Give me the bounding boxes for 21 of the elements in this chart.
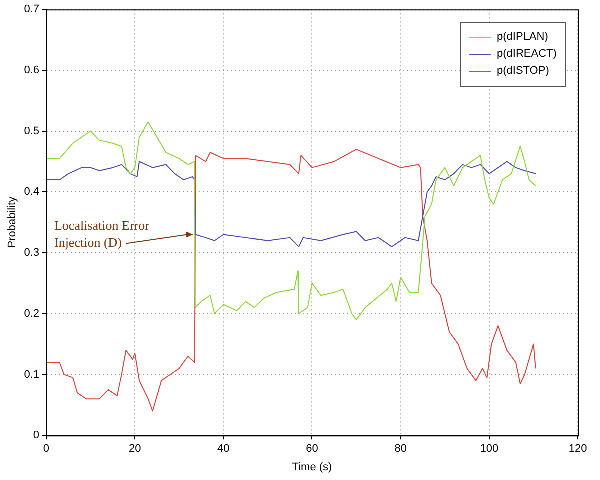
y-tick-label: 0.4 — [24, 186, 40, 198]
y-tick-label: 0.3 — [24, 247, 40, 260]
x-tick-label: 80 — [394, 443, 407, 456]
x-tick-label: 100 — [480, 443, 499, 456]
x-tick-label: 120 — [568, 443, 588, 456]
y-tick-label: 0.2 — [24, 308, 40, 320]
y-tick-label: 0.7 — [24, 4, 40, 16]
y-tick-label: 0.5 — [24, 125, 40, 138]
x-tick-label: 40 — [218, 443, 230, 456]
legend-label: p(dIPLAN) — [497, 31, 548, 44]
legend-label: p(dIREACT) — [497, 48, 557, 60]
legend-label: p(dISTOP) — [497, 65, 550, 78]
y-tick-label: 0.1 — [24, 368, 40, 381]
y-axis-title: Probability — [6, 196, 19, 248]
x-tick-label: 60 — [306, 443, 318, 456]
y-tick-label: 0 — [33, 430, 40, 442]
x-axis-title: Time (s) — [292, 461, 332, 474]
x-tick-label: 0 — [43, 443, 50, 456]
y-tick-label: 0.6 — [24, 64, 40, 76]
x-tick-label: 20 — [128, 443, 142, 456]
annotation: Localisation Error Injection (D) — [54, 218, 150, 250]
